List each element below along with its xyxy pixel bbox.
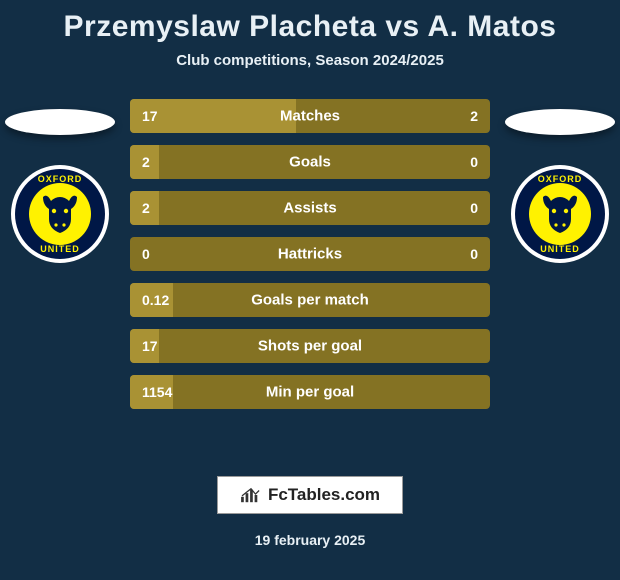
ox-head-icon bbox=[537, 191, 583, 237]
stat-label: Shots per goal bbox=[130, 338, 490, 355]
stat-label: Goals bbox=[130, 154, 490, 171]
stat-row: 0.12Goals per match bbox=[130, 283, 490, 317]
player-left-column: OXFORD UNITED bbox=[0, 99, 120, 419]
stat-bars-container: 172Matches 20Goals 20Assists 00Hattricks 0.1… bbox=[130, 99, 490, 421]
stat-row: 00Hattricks bbox=[130, 237, 490, 271]
comparison-subtitle: Club competitions, Season 2024/2025 bbox=[0, 52, 620, 69]
stat-row: 20Assists bbox=[130, 191, 490, 225]
page-date: 19 february 2025 bbox=[255, 532, 366, 548]
stat-label: Matches bbox=[130, 108, 490, 125]
player-left-base bbox=[5, 109, 115, 135]
comparison-panel: OXFORD UNITED bbox=[0, 99, 620, 419]
club-crest-left: OXFORD UNITED bbox=[11, 165, 109, 263]
stat-row: 172Matches bbox=[130, 99, 490, 133]
stat-label: Goals per match bbox=[130, 292, 490, 309]
stat-row: 1154Min per goal bbox=[130, 375, 490, 409]
stat-row: 20Goals bbox=[130, 145, 490, 179]
player-right-base bbox=[505, 109, 615, 135]
stat-row: 17Shots per goal bbox=[130, 329, 490, 363]
ox-head-icon bbox=[37, 191, 83, 237]
footer: FcTables.com 19 february 2025 bbox=[0, 476, 620, 548]
brand-text: FcTables.com bbox=[268, 485, 380, 505]
crest-text-bottom: UNITED bbox=[15, 244, 105, 254]
stat-label: Hattricks bbox=[130, 246, 490, 263]
crest-text-bottom: UNITED bbox=[515, 244, 605, 254]
stat-label: Assists bbox=[130, 200, 490, 217]
stat-label: Min per goal bbox=[130, 384, 490, 401]
comparison-title: Przemyslaw Placheta vs A. Matos bbox=[0, 0, 620, 44]
player-right-column: OXFORD UNITED bbox=[500, 99, 620, 419]
bar-chart-icon bbox=[240, 486, 262, 504]
club-crest-right: OXFORD UNITED bbox=[511, 165, 609, 263]
brand-link[interactable]: FcTables.com bbox=[217, 476, 403, 514]
